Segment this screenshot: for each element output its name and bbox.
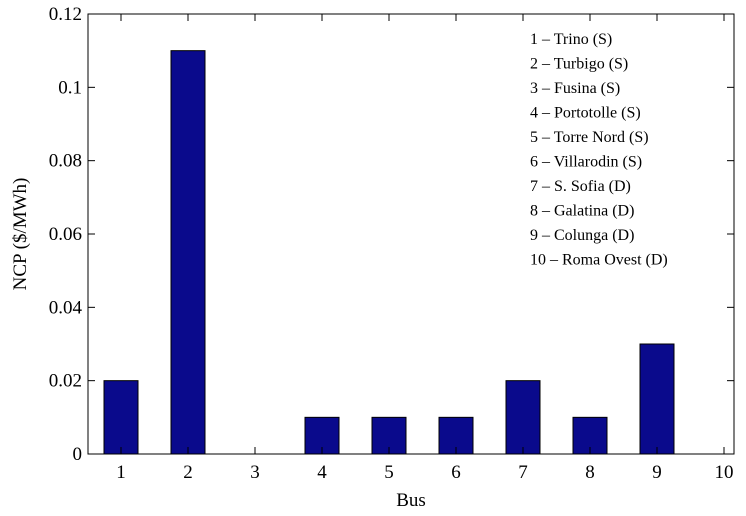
annotation-line: 10 – Roma Ovest (D): [530, 252, 668, 269]
y-axis: 0 0.02 0.04 0.06 0.08 0.1 0.12: [49, 4, 734, 465]
bus-legend-annotation: 1 – Trino (S) 2 – Turbigo (S) 3 – Fusina (…: [530, 31, 668, 269]
x-tick-label: 7: [518, 462, 528, 483]
annotation-line: 4 – Portotolle (S): [530, 105, 641, 122]
annotation-line: 1 – Trino (S): [530, 31, 612, 48]
x-tick-label: 1: [116, 462, 126, 483]
y-tick-label: 0.1: [58, 77, 82, 98]
y-tick-label: 0.02: [49, 371, 82, 392]
annotation-line: 8 – Galatina (D): [530, 203, 634, 220]
y-tick-label: 0: [73, 444, 83, 465]
annotation-line: 6 – Villarodin (S): [530, 154, 642, 171]
x-tick-label: 8: [585, 462, 595, 483]
x-tick-label: 3: [250, 462, 260, 483]
annotation-line: 7 – S. Sofia (D): [530, 178, 631, 195]
bar-2: [170, 50, 206, 455]
y-tick-label: 0.04: [49, 297, 83, 318]
annotation-line: 2 – Turbigo (S): [530, 56, 628, 73]
annotation-line: 3 – Fusina (S): [530, 80, 620, 97]
bar-9: [639, 343, 675, 455]
x-tick-label: 10: [715, 462, 734, 483]
x-axis: 1 2 3 4 5 6 7 8 9 10: [116, 14, 734, 483]
x-tick-label: 2: [183, 462, 193, 483]
y-tick-label: 0.12: [49, 4, 82, 25]
bar-1: [103, 380, 139, 455]
y-tick-label: 0.08: [49, 151, 82, 172]
annotation-line: 5 – Torre Nord (S): [530, 129, 649, 146]
x-tick-label: 9: [652, 462, 662, 483]
bar-7: [505, 380, 541, 455]
y-tick-label: 0.06: [49, 224, 82, 245]
bars-group: [103, 50, 675, 455]
x-tick-label: 6: [451, 462, 461, 483]
x-axis-label: Bus: [396, 490, 426, 511]
x-tick-label: 4: [317, 462, 327, 483]
x-tick-label: 5: [384, 462, 394, 483]
y-axis-label: NCP ($/MWh): [10, 178, 31, 291]
annotation-line: 9 – Colunga (D): [530, 227, 634, 244]
